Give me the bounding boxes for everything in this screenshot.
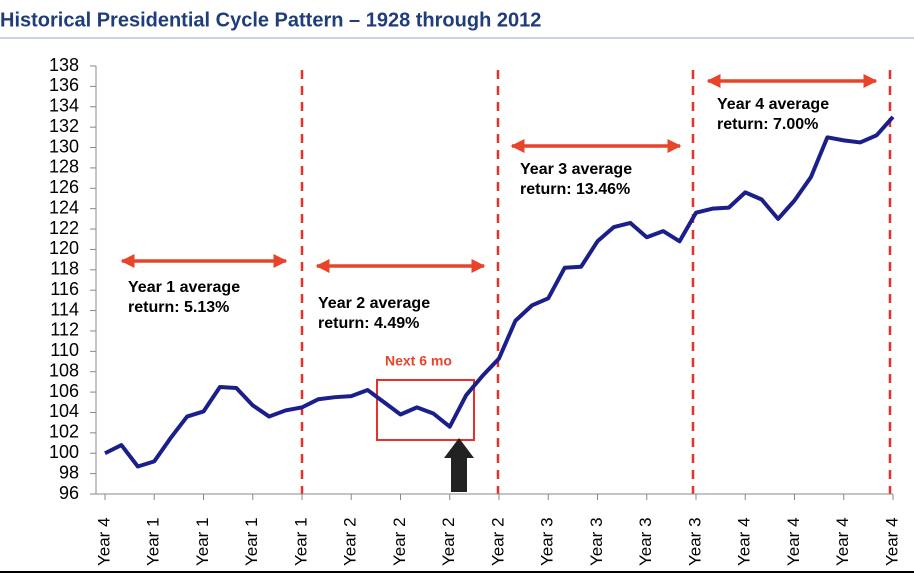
x-tick-label: Year 3	[685, 517, 704, 566]
y-tick-label: 114	[50, 299, 79, 319]
x-tick-label: Year 4	[833, 517, 852, 566]
annotation: Year 4 average	[717, 96, 829, 113]
y-tick-label: 124	[49, 197, 79, 217]
x-tick-label: Year 1	[242, 517, 261, 566]
x-tick-label: Year 4	[94, 517, 113, 566]
annotation: Year 2 average	[318, 295, 430, 312]
annotation: return: 13.46%	[520, 181, 630, 198]
annotation: return: 7.00%	[717, 116, 818, 133]
highlight-box	[376, 379, 475, 441]
y-tick-label: 128	[49, 157, 79, 177]
pointer-arrow	[444, 438, 474, 492]
y-tick-label: 96	[59, 483, 79, 503]
y-tick-label: 108	[49, 360, 79, 380]
annotation: return: 5.13%	[128, 299, 229, 316]
y-tick-label: 134	[49, 96, 79, 116]
y-tick-label: 126	[49, 177, 79, 197]
annotation: Year 3 average	[520, 161, 632, 178]
y-tick-label: 132	[49, 116, 79, 136]
x-tick-label: Year 2	[488, 517, 507, 566]
y-tick-label: 100	[49, 442, 79, 462]
annotation: return: 4.49%	[318, 315, 419, 332]
y-tick-label: 120	[49, 238, 79, 258]
chart-title: Historical Presidential Cycle Pattern – …	[0, 9, 541, 31]
x-tick-label: Year 2	[439, 517, 458, 566]
x-tick-label: Year 1	[193, 517, 212, 566]
x-tick-label: Year 4	[735, 517, 754, 566]
y-tick-label: 106	[49, 381, 79, 401]
x-tick-label: Year 3	[636, 517, 655, 566]
y-tick-label: 104	[49, 401, 79, 421]
x-tick-label: Year 4	[882, 517, 901, 566]
y-tick-label: 122	[49, 218, 79, 238]
x-tick-label: Year 4	[784, 517, 803, 566]
data-line	[104, 115, 895, 469]
y-tick-label: 138	[49, 55, 79, 75]
x-tick-label: Year 1	[144, 517, 163, 566]
y-tick-label: 112	[50, 320, 79, 340]
y-tick-label: 116	[50, 279, 79, 299]
x-tick-label: Year 2	[341, 517, 360, 566]
x-tick-label: Year 1	[291, 517, 310, 566]
x-tick-label: Year 3	[538, 517, 557, 566]
annotation: Year 1 average	[128, 279, 240, 296]
y-tick-label: 130	[49, 136, 79, 156]
y-tick-label: 102	[49, 422, 79, 442]
dividers	[300, 70, 892, 494]
y-tick-label: 118	[50, 259, 79, 279]
y-tick-label: 110	[50, 340, 79, 360]
y-tick-label: 98	[59, 462, 79, 482]
x-tick-label: Year 3	[587, 517, 606, 566]
annotation: Next 6 mo	[385, 353, 452, 369]
y-tick-label: 136	[49, 75, 79, 95]
x-tick-label: Year 2	[390, 517, 409, 566]
range-arrows	[120, 74, 878, 273]
